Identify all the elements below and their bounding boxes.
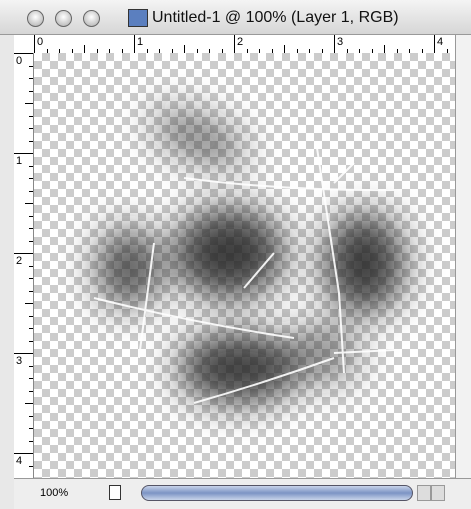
document-icon: [128, 9, 148, 27]
ruler-tick: [446, 49, 448, 53]
ruler-tick: [109, 49, 110, 53]
ruler-tick: [25, 303, 33, 304]
ruler-tick: [29, 328, 33, 329]
ruler-tick: [96, 49, 98, 53]
ruler-tick: [29, 315, 33, 317]
ruler-tick: [29, 115, 33, 117]
ruler-tick: [121, 49, 123, 53]
ruler-tick: [309, 49, 310, 53]
ruler-tick: [409, 49, 410, 53]
ruler-label: 1: [137, 36, 144, 48]
ruler-tick: [29, 428, 33, 429]
ruler-label: 3: [337, 36, 344, 48]
ruler-tick: [14, 253, 33, 254]
ruler-tick: [196, 49, 198, 53]
vertical-ruler: 0 1 2 3 4: [14, 53, 34, 478]
minimize-button[interactable]: [55, 10, 72, 27]
ruler-tick: [259, 49, 260, 53]
ruler-tick: [46, 49, 48, 53]
canvas: [34, 53, 455, 478]
horizontal-scrollbar[interactable]: [141, 485, 413, 501]
ruler-tick: [29, 278, 33, 279]
ruler-tick: [29, 190, 33, 192]
ruler-tick: [25, 103, 33, 104]
scroll-left[interactable]: [417, 485, 431, 501]
ruler-corner: [14, 35, 35, 54]
scratches: [93, 147, 395, 404]
ruler-tick: [284, 45, 285, 53]
ruler-tick: [59, 49, 60, 53]
ruler-tick: [14, 53, 33, 54]
ruler-tick: [221, 49, 223, 53]
ruler-tick: [29, 140, 33, 142]
ruler-label: 4: [437, 36, 444, 48]
ruler-tick: [29, 340, 33, 342]
ruler-tick: [14, 353, 33, 354]
ruler-tick: [371, 49, 373, 53]
ruler-tick: [384, 45, 385, 53]
ruler-tick: [234, 35, 235, 53]
status-bar: 100%: [14, 478, 471, 509]
ruler-label: 0: [16, 55, 23, 67]
ruler-tick: [209, 49, 210, 53]
ruler-tick: [271, 49, 273, 53]
scroll-right[interactable]: [431, 485, 445, 501]
ruler-tick: [396, 49, 398, 53]
ruler-tick: [71, 49, 73, 53]
ruler-label: 4: [16, 455, 23, 467]
ruler-tick: [29, 178, 33, 179]
ruler-tick: [29, 228, 33, 229]
ruler-tick: [296, 49, 298, 53]
ruler-tick: [25, 403, 33, 404]
title-bar: Untitled-1 @ 100% (Layer 1, RGB): [0, 0, 471, 35]
ruler-tick: [29, 165, 33, 167]
ruler-tick: [29, 290, 33, 292]
vertical-scrollbar[interactable]: [455, 35, 471, 478]
ruler-tick: [29, 90, 33, 92]
ruler-tick: [159, 49, 160, 53]
layer-image: [93, 108, 404, 404]
ruler-label: 3: [16, 355, 23, 367]
ruler-tick: [134, 35, 135, 53]
ruler-tick: [359, 49, 360, 53]
ruler-tick: [34, 35, 35, 53]
ruler-tick: [246, 49, 248, 53]
ruler-tick: [421, 49, 423, 53]
smudges: [97, 108, 404, 403]
window-title: Untitled-1 @ 100% (Layer 1, RGB): [152, 9, 399, 26]
horizontal-ruler: 0 1 2 3 4: [34, 35, 455, 54]
ruler-tick: [434, 35, 435, 53]
ruler-tick: [29, 465, 33, 467]
close-button[interactable]: [27, 10, 44, 27]
ruler-label: 0: [37, 36, 44, 48]
ruler-tick: [29, 378, 33, 379]
ruler-tick: [14, 453, 33, 454]
ruler-tick: [334, 35, 335, 53]
doc-info-icon[interactable]: [109, 485, 121, 500]
ruler-tick: [29, 240, 33, 242]
ruler-tick: [29, 65, 33, 67]
zoom-level[interactable]: 100%: [40, 487, 69, 499]
ruler-tick: [321, 49, 323, 53]
ruler-tick: [29, 415, 33, 417]
ruler-tick: [29, 365, 33, 367]
ruler-tick: [29, 390, 33, 392]
ruler-tick: [146, 49, 148, 53]
ruler-tick: [346, 49, 348, 53]
ruler-tick: [29, 440, 33, 442]
ruler-tick: [84, 45, 85, 53]
ruler-tick: [29, 128, 33, 129]
ruler-tick: [14, 153, 33, 154]
ruler-tick: [29, 265, 33, 267]
ruler-tick: [29, 78, 33, 79]
ruler-tick: [29, 215, 33, 217]
zoom-button[interactable]: [83, 10, 100, 27]
ruler-tick: [184, 45, 185, 53]
ruler-label: 1: [16, 155, 23, 167]
ruler-label: 2: [16, 255, 23, 267]
ruler-tick: [171, 49, 173, 53]
ruler-label: 2: [237, 36, 244, 48]
ruler-tick: [25, 203, 33, 204]
